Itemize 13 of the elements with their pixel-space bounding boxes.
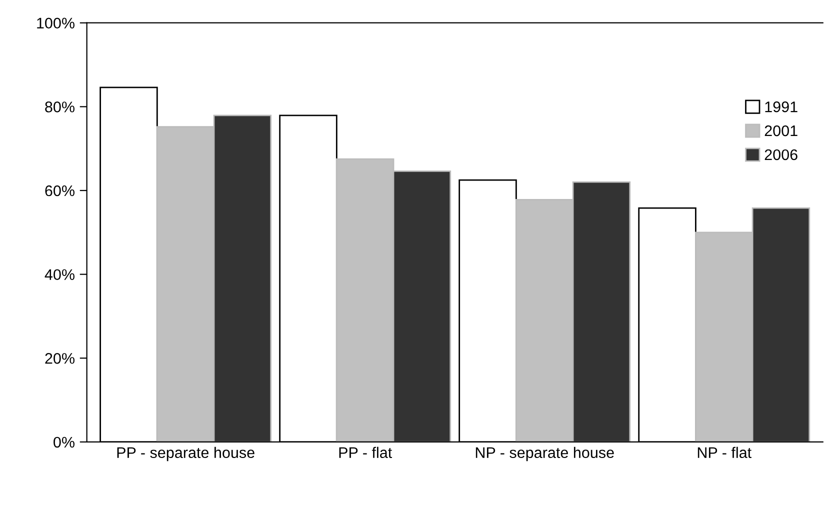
x-tick-label: NP - flat xyxy=(698,446,752,458)
legend-label: 2006 xyxy=(764,149,798,160)
y-tick-label: 100% xyxy=(37,18,74,29)
y-tick-label: 40% xyxy=(44,269,74,280)
y-tick-label: 60% xyxy=(45,185,74,196)
x-tick-label: NP - separate house xyxy=(476,446,614,462)
x-tick-label: PP - flat xyxy=(339,446,392,458)
legend-label: 2001 xyxy=(764,125,798,136)
y-tick-label: 20% xyxy=(45,353,74,364)
x-tick-label: PP - separate house xyxy=(117,446,254,462)
y-tick-label: 80% xyxy=(45,102,74,112)
legend-label: 1991 xyxy=(765,101,798,112)
y-tick-label: 0% xyxy=(54,436,74,448)
